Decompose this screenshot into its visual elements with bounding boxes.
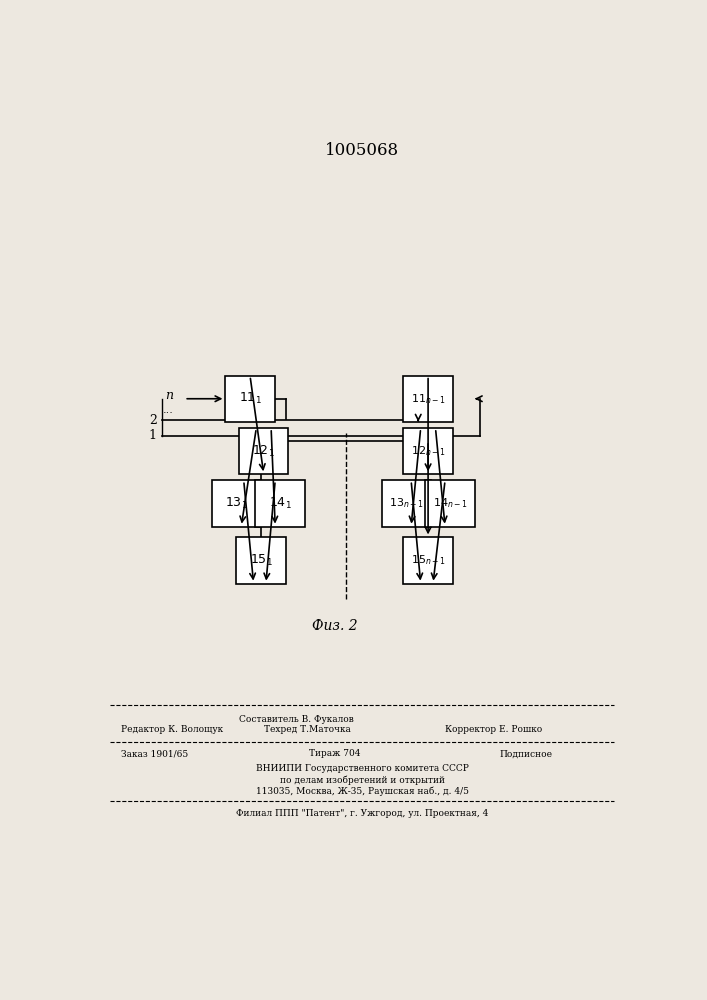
Bar	[404, 428, 452, 474]
Text: Заказ 1901/65: Заказ 1901/65	[122, 749, 189, 758]
Text: $12_{n-1}$: $12_{n-1}$	[411, 444, 445, 458]
Text: Филиал ППП "Патент", г. Ужгород, ул. Проектная, 4: Филиал ППП "Патент", г. Ужгород, ул. Про…	[236, 808, 489, 818]
Text: ВНИИПИ Государственного комитета СССР: ВНИИПИ Государственного комитета СССР	[256, 764, 469, 773]
Text: $13_{n-1}$: $13_{n-1}$	[389, 497, 423, 510]
Bar	[239, 428, 288, 474]
Text: 113035, Москва, Ж-35, Раушская наб., д. 4/5: 113035, Москва, Ж-35, Раушская наб., д. …	[256, 787, 469, 796]
Text: Редактор К. Волощук: Редактор К. Волощук	[122, 725, 223, 734]
Text: $12_1$: $12_1$	[252, 444, 275, 459]
Text: $13_1$: $13_1$	[225, 496, 247, 511]
Bar	[255, 480, 305, 527]
Bar	[404, 537, 452, 584]
Text: n: n	[165, 389, 173, 402]
Bar	[426, 480, 474, 527]
Text: Корректор Е. Рошко: Корректор Е. Рошко	[445, 725, 542, 734]
Text: $15_{n-1}$: $15_{n-1}$	[411, 554, 445, 567]
Text: по делам изобретений и открытий: по делам изобретений и открытий	[280, 775, 445, 785]
Text: 1005068: 1005068	[325, 142, 399, 159]
Bar	[382, 480, 431, 527]
Bar	[236, 537, 286, 584]
Text: Техред Т.Маточка: Техред Т.Маточка	[264, 725, 351, 734]
Text: Тираж 704: Тираж 704	[309, 749, 361, 758]
Text: $14_1$: $14_1$	[269, 496, 291, 511]
Text: $11_1$: $11_1$	[239, 391, 262, 406]
Text: $11_{n-1}$: $11_{n-1}$	[411, 392, 445, 406]
Text: 2: 2	[149, 414, 157, 427]
Text: $14_{n-1}$: $14_{n-1}$	[433, 497, 467, 510]
Bar	[226, 376, 275, 422]
Bar	[404, 376, 452, 422]
Text: Подписное: Подписное	[499, 749, 552, 758]
Text: ...: ...	[163, 405, 173, 415]
Text: Физ. 2: Физ. 2	[312, 619, 358, 633]
Bar	[211, 480, 261, 527]
Text: 1: 1	[149, 429, 157, 442]
Text: Составитель В. Фукалов: Составитель В. Фукалов	[239, 715, 354, 724]
Text: $15_1$: $15_1$	[250, 553, 272, 568]
